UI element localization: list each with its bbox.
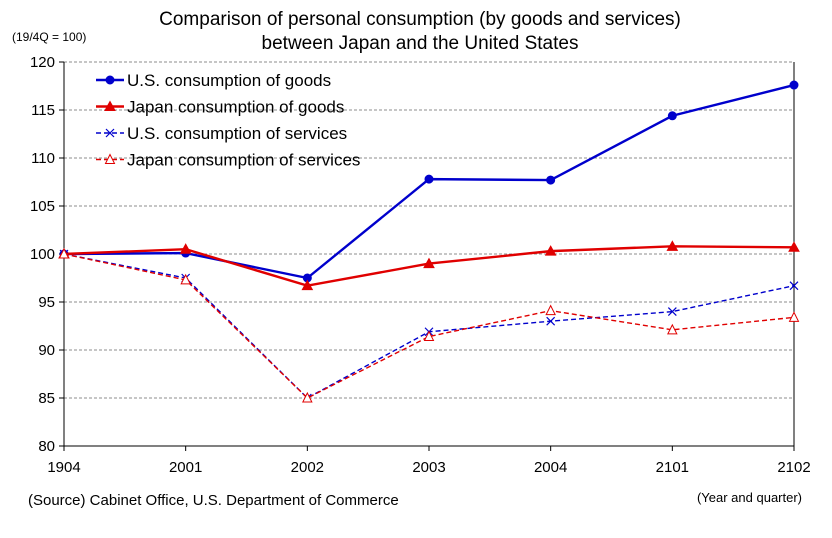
series-2-point-2101	[666, 240, 679, 251]
axes	[59, 61, 795, 451]
y-tick-labels: 80 85 90 95 100 105 110 115 120	[30, 54, 55, 455]
legend-entry-4: Japan consumption of services	[96, 151, 360, 170]
legend-marker-2	[104, 100, 116, 111]
legend-marker-1	[105, 75, 115, 85]
series-2-point-2001	[179, 243, 192, 254]
legend-marker-4	[104, 153, 116, 164]
series-4-point-2004	[545, 304, 556, 316]
series-4-point-2003	[423, 330, 435, 342]
y-tick-label-105: 105	[30, 198, 55, 215]
series-2-point-2002	[301, 279, 314, 291]
y-tick-label-80: 80	[38, 438, 55, 455]
series-3-line	[63, 253, 795, 399]
x-tick-label-2003: 2003	[412, 459, 445, 476]
legend: U.S. consumption of goods Japan consumpti…	[96, 71, 360, 170]
y-tick-label-115: 115	[31, 102, 55, 119]
y-tick-label-95: 95	[38, 294, 55, 311]
x-tick-labels: 1904 2001 2002 2003 2004 2101 2102	[47, 459, 810, 476]
x-tick-label-1904: 1904	[47, 459, 80, 476]
series-3-point-2102	[789, 281, 799, 291]
series-2-point-2003	[423, 257, 435, 269]
series-3-point-2101	[667, 307, 677, 317]
series-4-point-2102	[788, 311, 800, 322]
x-tick-label-2002: 2002	[291, 459, 324, 476]
series-3-point-2004	[546, 316, 556, 326]
series-2-point-2102	[788, 241, 800, 252]
y-tick-label-120: 120	[30, 54, 55, 71]
series-1-point-2004	[546, 175, 556, 185]
legend-label-1: U.S. consumption of goods	[127, 71, 331, 90]
legend-marker-3	[105, 128, 115, 138]
series-1-point-2003	[424, 174, 434, 184]
x-tick-label-2101: 2101	[656, 459, 689, 476]
chart-title-line-2: between Japan and the United States	[261, 33, 579, 54]
series-4-point-2001	[180, 273, 191, 285]
legend-entry-3: U.S. consumption of services	[96, 124, 347, 143]
chart-title-line-1: Comparison of personal consumption (by g…	[159, 9, 681, 30]
y-axis-unit-label: (19/4Q = 100)	[12, 30, 87, 44]
legend-label-4: Japan consumption of services	[127, 151, 360, 170]
y-tick-label-100: 100	[30, 246, 55, 263]
legend-entry-2: Japan consumption of goods	[96, 98, 344, 117]
series-1-point-2102	[789, 80, 799, 90]
series-2-point-2004	[544, 245, 557, 256]
x-axis-unit-label: (Year and quarter)	[696, 490, 802, 505]
source-note: (Source) Cabinet Office, U.S. Department…	[28, 492, 399, 509]
y-tick-label-85: 85	[38, 390, 55, 407]
series-4-point-1904	[58, 247, 70, 259]
series-3	[59, 249, 799, 403]
series-1-point-2101	[667, 111, 677, 121]
series-2	[58, 240, 800, 291]
x-tick-label-2001: 2001	[169, 459, 202, 476]
series-4-point-2101	[667, 323, 678, 335]
series-4	[58, 247, 800, 403]
legend-label-2: Japan consumption of goods	[127, 98, 344, 117]
series-4-point-2002	[302, 391, 313, 403]
x-tick-label-2004: 2004	[534, 459, 567, 476]
legend-entry-1: U.S. consumption of goods	[96, 71, 331, 90]
y-tick-label-110: 110	[31, 150, 55, 167]
y-tick-label-90: 90	[38, 342, 55, 359]
x-tick-label-2102: 2102	[777, 459, 810, 476]
chart-title: Comparison of personal consumption (by g…	[0, 8, 832, 56]
legend-label-3: U.S. consumption of services	[127, 124, 347, 143]
series-4-line	[63, 253, 795, 399]
series-lines	[58, 80, 800, 403]
gridlines	[64, 61, 794, 399]
